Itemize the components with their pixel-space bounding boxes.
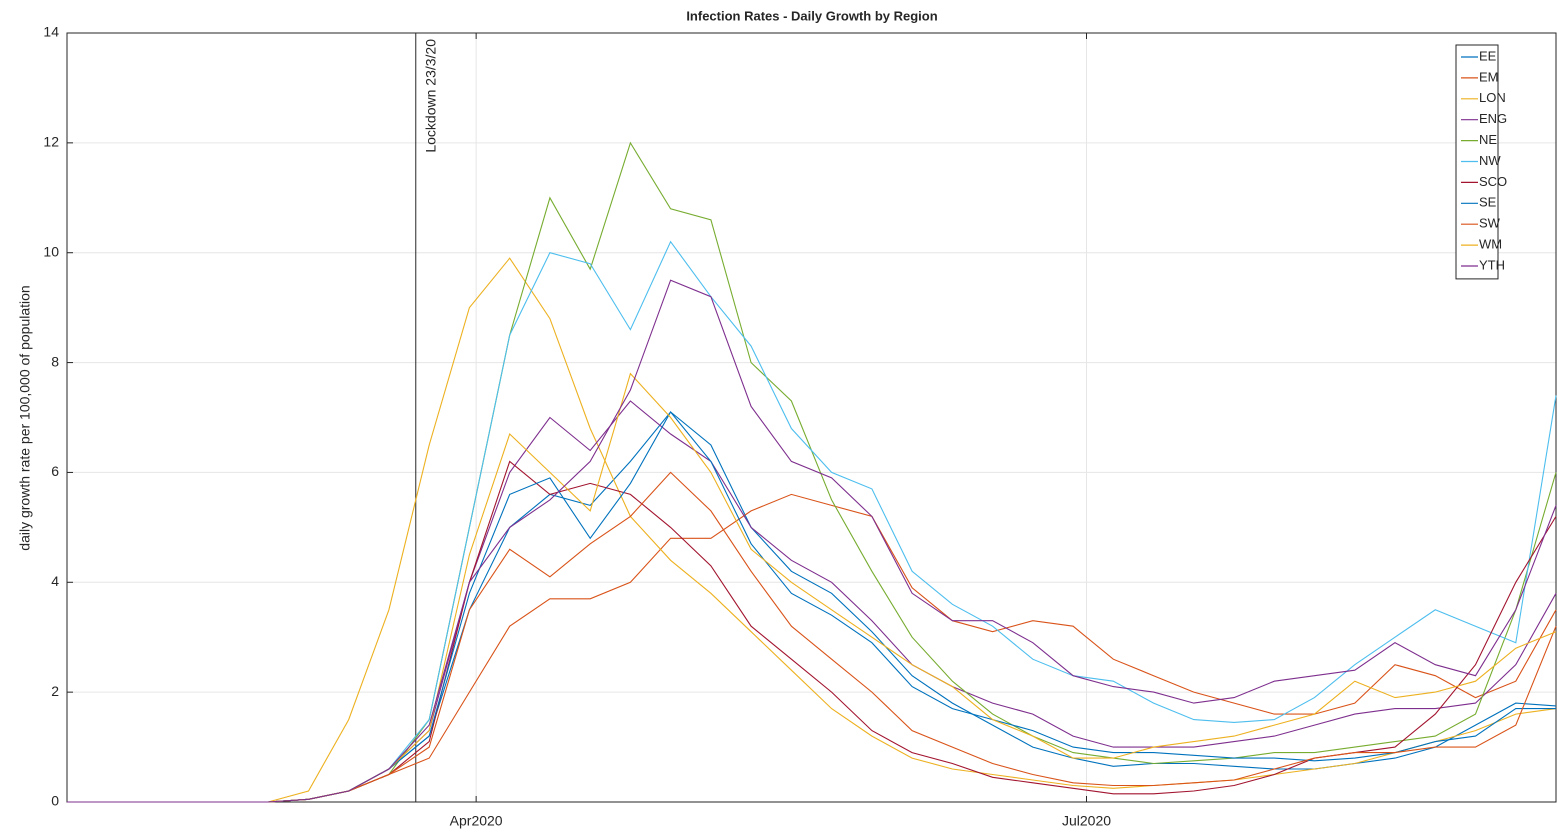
legend-label: EE [1479, 48, 1497, 63]
legend-label: EM [1479, 69, 1499, 84]
y-tick-label: 8 [51, 353, 59, 369]
plot-frame [66, 32, 1557, 803]
legend-label: YTH [1479, 257, 1505, 272]
y-tick-label: 10 [43, 243, 59, 259]
legend-label: NE [1479, 132, 1497, 147]
legend-label: SCO [1479, 174, 1507, 189]
legend-label: LON [1479, 90, 1506, 105]
legend-label: SW [1479, 216, 1501, 231]
y-tick-label: 2 [51, 683, 59, 699]
chart-title: Infection Rates - Daily Growth by Region [686, 8, 937, 23]
series-line [67, 257, 1557, 803]
legend-label: ENG [1479, 111, 1507, 126]
legend-label: NW [1479, 153, 1501, 168]
y-axis-label: daily growth rate per 100,000 of populat… [17, 285, 33, 550]
annotation-label: Lockdown 23/3/20 [422, 39, 438, 153]
y-tick-label: 4 [51, 573, 59, 589]
x-tick-label: Jul2020 [1062, 813, 1111, 829]
y-tick-label: 6 [51, 463, 59, 479]
y-tick-label: 14 [43, 24, 59, 40]
y-tick-label: 12 [43, 134, 59, 150]
series-line [67, 279, 1557, 803]
legend-label: SE [1479, 195, 1497, 210]
x-tick-label: Apr2020 [450, 813, 503, 829]
legend-label: WM [1479, 237, 1502, 252]
y-tick-label: 0 [51, 793, 59, 809]
